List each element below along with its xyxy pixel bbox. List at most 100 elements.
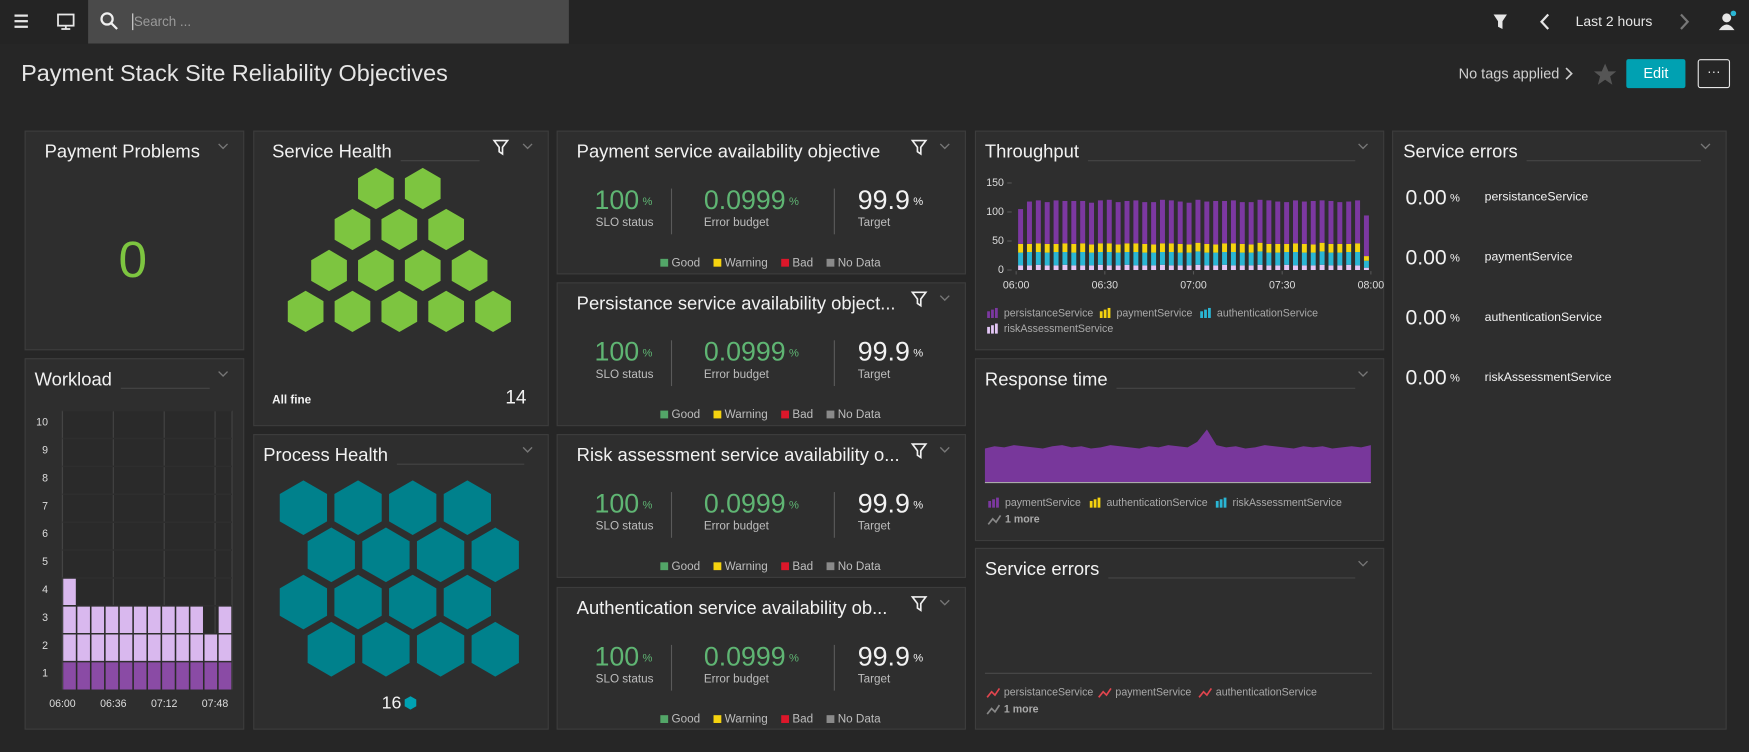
bar-segment <box>1230 243 1236 253</box>
legend-swatch <box>826 258 835 267</box>
process-hex <box>389 574 437 630</box>
legend-swatch <box>826 410 835 419</box>
bar-segment <box>133 661 147 690</box>
tile-menu[interactable] <box>1358 560 1368 567</box>
bar-segment <box>1239 252 1245 266</box>
next-button[interactable] <box>1680 13 1690 30</box>
unit: % <box>1450 193 1460 205</box>
legend-icon <box>1208 307 1211 318</box>
bar-segment <box>1284 202 1290 244</box>
unit: % <box>1450 313 1460 325</box>
prev-button[interactable] <box>1540 13 1550 30</box>
bar-segment <box>1053 243 1059 253</box>
metric-label: Target <box>858 673 891 686</box>
monitor-icon[interactable] <box>57 13 75 30</box>
legend-label: riskAssessmentService <box>1004 323 1113 335</box>
more-label: ··· <box>1707 64 1720 79</box>
tile-filter[interactable] <box>910 596 928 612</box>
tile-menu[interactable] <box>218 371 229 377</box>
bar-segment <box>1293 252 1298 266</box>
service-hex <box>287 290 324 333</box>
bar-segment <box>1026 252 1032 266</box>
unit: % <box>789 196 799 208</box>
tile-title: Response time <box>985 368 1108 389</box>
bar-segment <box>1035 252 1041 265</box>
slo-status-value: 100 <box>595 489 640 519</box>
bar-segment <box>1133 265 1139 271</box>
tile <box>1392 130 1727 730</box>
bar-segment <box>1035 200 1041 244</box>
tile-menu[interactable] <box>1358 143 1368 150</box>
bar-segment <box>1151 244 1157 253</box>
bar-segment <box>1159 199 1165 244</box>
service-hex <box>311 249 347 292</box>
bar-segment <box>1018 265 1024 271</box>
target: 99.9% <box>858 489 923 519</box>
service-hex <box>428 290 465 333</box>
search-box[interactable] <box>88 0 569 44</box>
bar-segment <box>1080 243 1086 253</box>
tile-menu[interactable] <box>522 446 533 453</box>
user-icon[interactable] <box>1718 10 1737 31</box>
y-tick-label: 7 <box>42 500 48 512</box>
bar-segment <box>1062 252 1068 265</box>
tile-title: Payment Problems <box>45 141 200 162</box>
bar-segment <box>1222 200 1228 244</box>
slo-status-value: 100 <box>595 337 640 367</box>
legend-label: Bad <box>792 256 813 269</box>
tile-filter[interactable] <box>910 443 928 460</box>
bar-segment <box>1089 202 1095 245</box>
tile-menu[interactable] <box>218 143 229 150</box>
bar-segment <box>1310 244 1316 253</box>
bar-segment <box>1097 264 1103 271</box>
search-icon <box>100 12 118 30</box>
bar-segment <box>1346 264 1352 271</box>
tile-filter[interactable] <box>910 139 928 156</box>
tile-menu[interactable] <box>522 143 533 150</box>
menu-icon[interactable] <box>14 14 28 28</box>
bar-segment <box>1124 243 1130 253</box>
process-hex <box>307 621 355 677</box>
bar-segment <box>1363 267 1369 271</box>
bar-segment <box>1151 252 1157 266</box>
tile-menu[interactable] <box>1700 143 1711 150</box>
legend-label: No Data <box>838 560 881 573</box>
legend-label: Warning <box>725 560 768 573</box>
error-budget-value: 0.0999 <box>704 489 786 519</box>
bar-segment <box>1239 265 1245 271</box>
tile-menu[interactable] <box>1358 371 1368 377</box>
tile-menu[interactable] <box>939 295 950 302</box>
bar-segment <box>1328 265 1334 271</box>
legend-swatch <box>781 562 790 571</box>
tile-filter[interactable] <box>492 139 510 156</box>
slo-status-value: 100 <box>595 641 640 671</box>
bar-segment <box>1106 252 1112 266</box>
bar-segment <box>1363 260 1369 268</box>
tile-menu[interactable] <box>939 143 950 150</box>
tile-filter[interactable] <box>910 291 928 308</box>
bar-segment <box>1319 200 1325 243</box>
favorite-star[interactable] <box>1593 63 1617 85</box>
tile-menu[interactable] <box>939 446 950 453</box>
edit-button[interactable] <box>1626 59 1686 89</box>
bar-segment <box>1328 252 1334 266</box>
bar-segment <box>1124 264 1130 271</box>
bar-segment <box>1168 252 1174 266</box>
bar-segment <box>1195 242 1201 252</box>
tile <box>556 434 966 578</box>
filter-icon[interactable] <box>1493 14 1507 30</box>
more-button[interactable] <box>1697 59 1731 89</box>
bar-segment <box>1097 200 1103 244</box>
x-tick-label: 06:00 <box>49 698 76 710</box>
legend-icon <box>986 687 1001 698</box>
bar-segment <box>1142 265 1148 271</box>
service-name: riskAssessmentService <box>1485 370 1612 384</box>
bar-segment <box>1293 265 1298 271</box>
bar-segment <box>1089 265 1095 271</box>
error-budget: 0.0999% <box>704 337 799 367</box>
bar-segment <box>1062 200 1068 244</box>
tile-menu[interactable] <box>939 599 950 606</box>
x-tick-label: 06:30 <box>1092 279 1119 291</box>
bar-segment <box>1204 201 1210 244</box>
bar-segment <box>1071 243 1077 253</box>
